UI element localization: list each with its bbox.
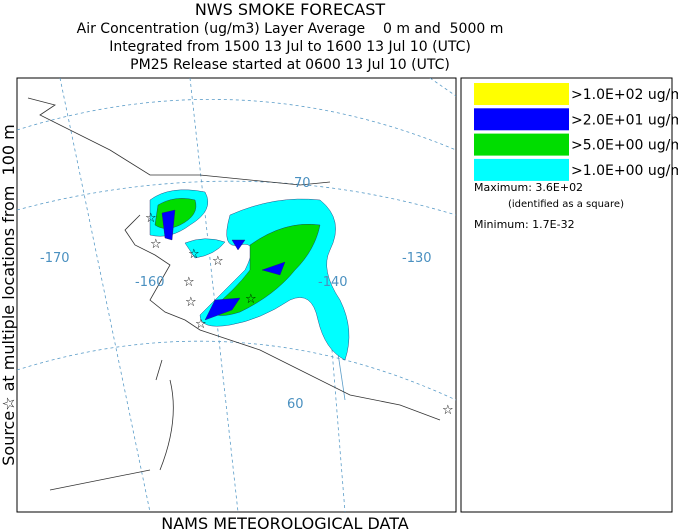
footer: NAMS METEOROLOGICAL DATA [161,514,409,532]
star: ☆ [245,292,257,307]
legend-label: >1.0E+02 ug/m3 [571,87,678,103]
maximum: Maximum: 3.6E+02 [474,181,583,194]
star: ☆ [185,295,197,310]
star: ☆ [145,211,157,226]
legend-label: >2.0E+01 ug/m3 [571,112,678,128]
subtitle-line: Air Concentration (ug/m3) Layer Average … [77,21,504,37]
smoke-contour [204,239,286,321]
star: ☆ [188,247,200,262]
source-label: Source☆ at multiple locations from 100 m [0,124,18,466]
legend-swatch [474,83,569,105]
minimum: Minimum: 1.7E-32 [474,218,575,231]
map-label: 60 [287,397,304,412]
star: ☆ [150,237,162,252]
maximum-note: (identified as a square) [508,199,624,210]
source-stars: ☆ ☆ ☆ ☆ ☆ ☆ ☆ ☆ ☆ [145,211,454,418]
smoke-contour [161,209,176,241]
map-label: -130 [402,251,432,266]
map-label: -160 [135,275,165,290]
legend-label: >1.0E+00 ug/m3 [571,163,678,179]
star: ☆ [183,275,195,290]
coastline [27,97,441,491]
map-label: 70 [294,176,311,191]
legend-swatch [474,133,569,156]
subtitle-line: PM25 Release started at 0600 13 Jul 10 (… [130,57,450,73]
map-label: -140 [318,275,348,290]
subtitle-line: Integrated from 1500 13 Jul to 1600 13 J… [109,39,471,55]
map: ☆ ☆ ☆ ☆ ☆ ☆ ☆ ☆ ☆ 70 -170 -160 -140 -130… [16,77,457,513]
legend-swatch [474,108,569,131]
star: ☆ [442,403,454,418]
legend-swatch [474,158,569,181]
star: ☆ [195,317,207,332]
title: NWS SMOKE FORECAST [195,0,386,19]
map-label: -170 [40,251,70,266]
legend: Maximum: 3.6E+02 (identified as a square… [460,77,678,513]
legend-label: >5.0E+00 ug/m3 [571,138,678,154]
smoke-contour [184,238,226,259]
smoke [149,189,350,361]
star: ☆ [212,254,224,269]
